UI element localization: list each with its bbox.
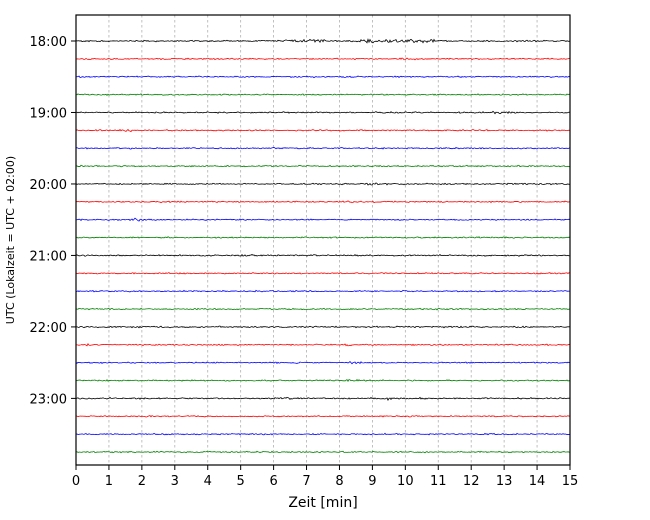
- y-tick-label-1800: 18:00: [30, 35, 67, 50]
- trace-segment-2: [75, 75, 571, 79]
- trace-segment-18: [75, 360, 571, 365]
- trace-19:00: [75, 110, 571, 115]
- trace-segment-6: [75, 146, 571, 150]
- trace-segment-13: [75, 272, 571, 275]
- trace-segment-17: [75, 343, 571, 347]
- x-axis-ticks: 0 1 2 3 4 5 6 7 8 9 10 11 12 13 14 15: [72, 465, 578, 489]
- y-tick-label-2000: 20:00: [30, 178, 67, 193]
- x-tick-label: 3: [171, 474, 179, 489]
- seismic-traces: [75, 38, 571, 454]
- trace-segment-1: [75, 57, 571, 61]
- x-tick-label: 13: [496, 474, 513, 489]
- trace-20:00: [75, 182, 571, 186]
- trace-segment-9: [75, 200, 571, 204]
- y-axis-ticks: 18:00 19:00 20:00 21:00 22:00 23:00: [30, 35, 76, 407]
- y-tick-label-2100: 21:00: [30, 249, 67, 264]
- x-tick-label: 6: [269, 474, 277, 489]
- x-tick-label: 9: [368, 474, 376, 489]
- trace-segment-11: [75, 236, 571, 239]
- x-tick-label: 8: [335, 474, 343, 489]
- trace-22:00: [75, 325, 571, 329]
- x-tick-label: 0: [72, 474, 80, 489]
- y-tick-label-2300: 23:00: [30, 392, 67, 407]
- trace-segment-5: [75, 128, 571, 133]
- y-tick-label-2200: 22:00: [30, 321, 67, 336]
- x-tick-label: 7: [302, 474, 310, 489]
- x-axis-label: Zeit [min]: [288, 495, 357, 511]
- x-tick-label: 10: [397, 474, 414, 489]
- y-axis-label: UTC (Lokalzeit = UTC + 02:00): [4, 156, 17, 324]
- trace-segment-7: [75, 164, 571, 168]
- x-tick-label: 11: [430, 474, 447, 489]
- y-tick-label-1900: 19:00: [30, 106, 67, 121]
- trace-segment-10: [75, 217, 571, 222]
- x-tick-label: 14: [529, 474, 546, 489]
- x-tick-label: 4: [204, 474, 212, 489]
- trace-segment-19: [75, 378, 571, 382]
- plot-frame: [75, 14, 571, 466]
- x-tick-label: 2: [138, 474, 146, 489]
- trace-segment-21: [75, 415, 571, 418]
- trace-segment-14: [75, 289, 571, 293]
- trace-segment-3: [75, 93, 571, 96]
- trace-segment-15: [75, 307, 571, 311]
- trace-segment-22: [75, 432, 571, 436]
- x-tick-label: 5: [237, 474, 245, 489]
- vertical-gridlines: [75, 15, 571, 465]
- trace-18:00: [75, 38, 571, 44]
- x-tick-label: 1: [105, 474, 113, 489]
- trace-23:00: [75, 396, 571, 401]
- trace-segment-23: [75, 450, 571, 454]
- x-tick-label: 15: [562, 474, 579, 489]
- x-tick-label: 12: [463, 474, 480, 489]
- trace-21:00: [75, 253, 571, 257]
